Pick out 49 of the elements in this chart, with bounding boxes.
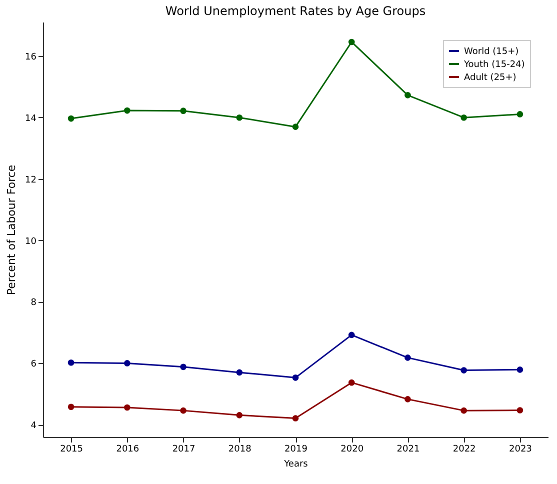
point (124, 360, 130, 366)
point (404, 92, 411, 98)
point (404, 354, 411, 361)
y-axis-title: Percent of Labour Force (5, 164, 18, 296)
point (516, 111, 524, 118)
point (236, 114, 243, 121)
x-tick-label: 2015 (60, 444, 84, 454)
x-tick-label: 2018 (228, 444, 252, 454)
point (180, 108, 186, 114)
legend-label: Youth (15-24) (463, 60, 525, 70)
point (180, 364, 186, 370)
x-axis-title: Years (283, 460, 308, 470)
y-tick-label: 4 (30, 421, 37, 432)
x-tick-label: 2021 (396, 444, 420, 454)
x-tick-label: 2017 (172, 444, 196, 454)
point (180, 407, 186, 414)
x-tick-label: 2016 (116, 444, 140, 454)
y-tick-label: 6 (30, 360, 37, 370)
point (404, 396, 411, 402)
point (124, 107, 130, 114)
point (348, 379, 355, 386)
point (124, 404, 130, 411)
legend-label: Adult (25+) (464, 73, 516, 83)
point (348, 332, 355, 338)
point (292, 124, 299, 130)
point (460, 367, 467, 374)
point (292, 415, 299, 422)
point (348, 38, 355, 46)
point (516, 366, 524, 373)
y-tick-label: 16 (25, 52, 37, 62)
y-tick-label: 10 (25, 236, 37, 247)
point (68, 404, 74, 410)
point (68, 359, 74, 366)
point (236, 369, 243, 376)
point (292, 374, 299, 381)
x-tick-label: 2019 (284, 444, 308, 454)
point (460, 114, 467, 121)
x-tick-label: 2023 (508, 444, 532, 454)
point (460, 407, 467, 414)
x-tick-label: 2020 (340, 444, 364, 454)
point (236, 412, 243, 418)
y-tick-label: 12 (25, 175, 36, 186)
y-tick-label: 8 (30, 298, 37, 308)
point (516, 407, 524, 414)
legend-label: World (15+) (464, 47, 519, 57)
x-tick-label: 2022 (452, 444, 476, 454)
y-tick-label: 14 (25, 114, 37, 124)
point (68, 115, 74, 122)
chart-title: World Unemployment Rates by Age Groups (165, 4, 426, 18)
